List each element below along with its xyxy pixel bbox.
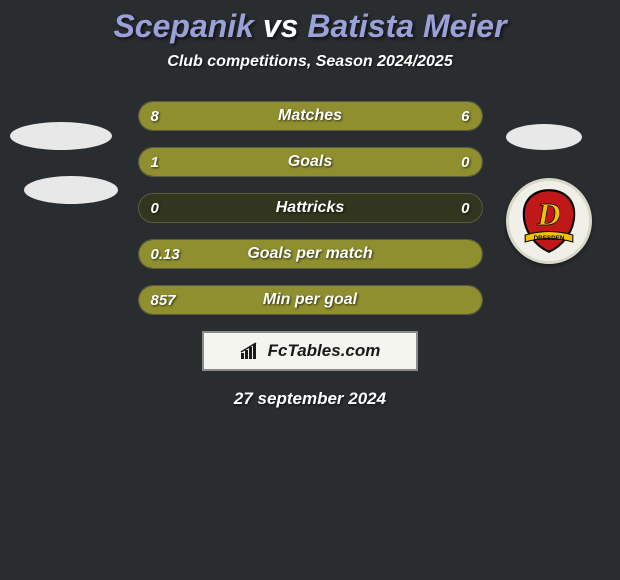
stat-row: 1Goals0	[138, 147, 483, 177]
stat-right-value: 0	[461, 200, 469, 217]
stat-label: Hattricks	[139, 199, 482, 217]
team-badge: D DRESDEN	[506, 178, 592, 264]
stat-row: 8Matches6	[138, 101, 483, 131]
team-badge-icon: D DRESDEN	[514, 186, 584, 256]
stat-row: 0Hattricks0	[138, 193, 483, 223]
brand-box: FcTables.com	[202, 331, 418, 371]
bar-chart-icon	[240, 342, 262, 360]
stat-label: Goals per match	[139, 245, 482, 263]
stat-label: Min per goal	[139, 291, 482, 309]
title-player2: Batista Meier	[307, 8, 506, 44]
stat-label: Goals	[139, 153, 482, 171]
team-logo-placeholder	[10, 122, 112, 150]
stat-right-value: 6	[461, 108, 469, 125]
team-logo-placeholder	[506, 124, 582, 150]
stat-label: Matches	[139, 107, 482, 125]
stat-row: 0.13Goals per match	[138, 239, 483, 269]
svg-text:DRESDEN: DRESDEN	[534, 235, 565, 242]
brand-text: FcTables.com	[268, 341, 381, 361]
svg-text:D: D	[536, 196, 560, 232]
title-player1: Scepanik	[113, 8, 254, 44]
subtitle: Club competitions, Season 2024/2025	[0, 53, 620, 71]
title-vs: vs	[263, 8, 299, 44]
team-logo-placeholder	[24, 176, 118, 204]
stat-row: 857Min per goal	[138, 285, 483, 315]
date-text: 27 september 2024	[0, 389, 620, 409]
stat-right-value: 0	[461, 154, 469, 171]
page-title: Scepanik vs Batista Meier	[0, 8, 620, 45]
